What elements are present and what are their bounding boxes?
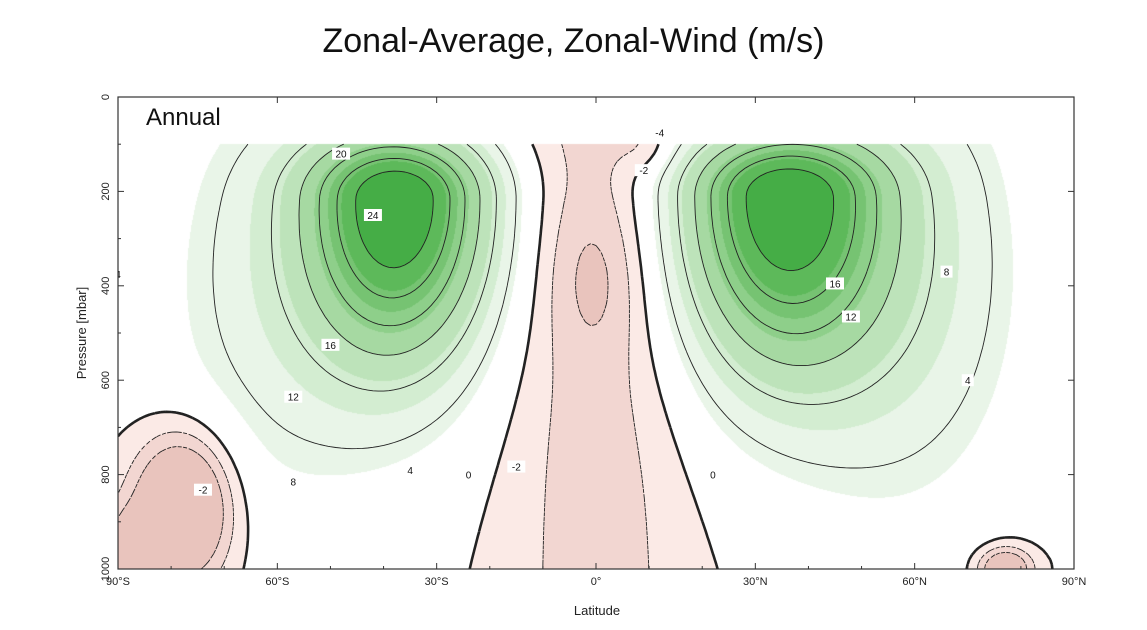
panel-label: Annual — [146, 104, 221, 131]
x-tick-label: 0° — [591, 576, 602, 588]
y-tick-label: 200 — [100, 182, 112, 200]
x-tick-label: 90°N — [1062, 576, 1087, 588]
y-tick-label: 0 — [100, 94, 112, 100]
contour-label: 4 — [965, 376, 971, 387]
y-tick-label: 800 — [100, 465, 112, 483]
x-tick-label: 60°N — [902, 576, 927, 588]
contour-label: 24 — [367, 211, 379, 222]
contour-label: 0 — [466, 471, 472, 482]
y-tick-label: 1000 — [100, 557, 112, 581]
contour-label: 8 — [944, 268, 950, 279]
x-axis-label: Latitude — [574, 603, 620, 618]
contour-label: 16 — [325, 341, 337, 352]
contour-label: 4 — [407, 466, 413, 477]
contour-label: 12 — [288, 393, 300, 404]
contour-label: -4 — [655, 128, 664, 139]
y-tick-label: 600 — [100, 371, 112, 389]
contour-label: 20 — [336, 150, 348, 161]
contour-label: -2 — [512, 463, 521, 474]
x-tick-label: 60°S — [265, 576, 289, 588]
contour-label: -2 — [199, 486, 208, 497]
y-tick-label: 400 — [100, 277, 112, 295]
x-tick-label: 30°N — [743, 576, 768, 588]
x-tick-label: 30°S — [425, 576, 449, 588]
y-axis-label: Pressure [mbar] — [74, 287, 89, 379]
contour-label: 0 — [710, 471, 716, 482]
contour-label: 16 — [829, 279, 841, 290]
contour-label: 12 — [845, 312, 857, 323]
contour-label: 8 — [290, 478, 296, 489]
wind-field-shading — [118, 97, 1074, 569]
contour-label: -2 — [639, 166, 648, 177]
